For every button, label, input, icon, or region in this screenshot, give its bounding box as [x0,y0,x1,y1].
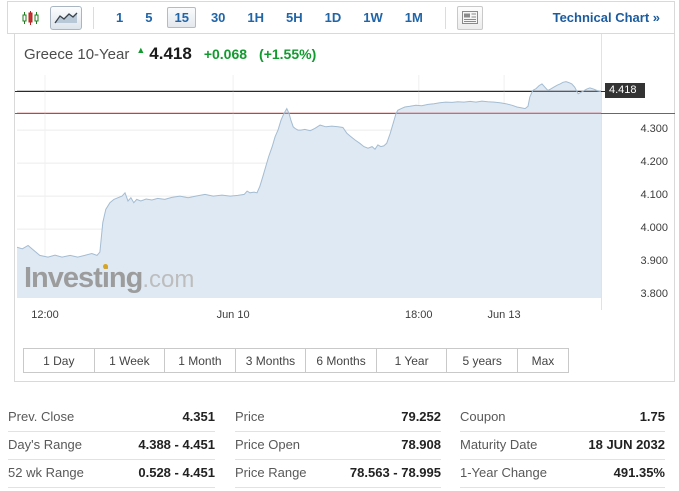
x-tick-label: 18:00 [405,309,433,321]
plot-right-border [601,34,602,310]
last-price: 4.418 [149,44,192,63]
candlestick-chart-icon[interactable] [22,10,40,26]
stat-row: Price Open 78.908 [235,432,441,460]
investing-watermark: Investing.com [24,262,194,295]
range-1-month[interactable]: 1 Month [165,349,236,372]
interval-1[interactable]: 1 [116,10,124,25]
toolbar-divider [444,6,446,29]
instrument-title: Greece 10-Year [24,46,130,63]
stat-row: Prev. Close 4.351 [8,404,215,432]
range-3-months[interactable]: 3 Months [235,349,307,372]
range-buttons: 1 Day 1 Week 1 Month 3 Months 6 Months 1 Year… [23,348,569,373]
interval-1H[interactable]: 1H [247,10,265,25]
y-tick-label: 4.200 [640,156,668,169]
interval-5[interactable]: 5 [145,10,153,25]
stat-value: 4.388 - 4.451 [138,437,215,452]
y-tick-label: 4.300 [640,123,668,136]
interval-1W[interactable]: 1W [363,10,383,25]
stat-value: 78.908 [401,437,441,452]
interval-1M[interactable]: 1M [404,10,423,25]
price-tag: 4.418 [605,83,645,99]
stat-row: Day's Range 4.388 - 4.451 [8,432,215,460]
interval-30[interactable]: 30 [210,10,226,25]
chart-header: Greece 10-Year ▲ 4.418 +0.068 (+1.55%) [24,44,316,64]
line-area-chart-icon[interactable] [50,5,82,30]
stat-row: Maturity Date 18 JUN 2032 [460,432,665,460]
stat-label: Price Open [235,437,301,452]
price-change-percent: (+1.55%) [259,46,317,62]
stat-label: Coupon [460,409,506,424]
stat-value: 4.351 [182,409,215,424]
stat-row: Price Range 78.563 - 78.995 [235,460,441,488]
stat-row: Price 79.252 [235,404,441,432]
y-tick-label: 3.800 [640,288,668,301]
interval-buttons: 1 5 15 30 1H 5H 1D 1W 1M [105,7,434,28]
stat-value: 18 JUN 2032 [588,437,665,452]
interval-15[interactable]: 15 [167,7,196,28]
stat-label: Price [235,409,265,424]
watermark-bold: Investing [24,262,143,294]
chart-plot[interactable] [17,75,601,298]
stats-column: Price 79.252 Price Open 78.908 Price Range 78… [235,404,441,488]
stat-label: Day's Range [8,437,83,452]
price-change: +0.068 [203,46,248,62]
interval-1D[interactable]: 1D [324,10,342,25]
up-arrow-icon: ▲ [136,45,146,55]
stat-row: 52 wk Range 0.528 - 4.451 [8,460,215,488]
watermark-light: .com [142,266,195,293]
stat-value: 1.75 [639,409,665,424]
stat-value: 78.563 - 78.995 [349,465,441,480]
range-1-year[interactable]: 1 Year [376,349,448,372]
chart-toolbar: 1 5 15 30 1H 5H 1D 1W 1M Technical Chart » [7,1,675,34]
range-max[interactable]: Max [517,349,569,372]
stat-label: Prev. Close [8,409,75,424]
x-tick-label: Jun 13 [487,309,521,321]
range-1-week[interactable]: 1 Week [94,349,166,372]
stat-value: 79.252 [401,409,441,424]
stat-label: Price Range [235,465,307,480]
x-tick-label: Jun 10 [216,309,250,321]
y-tick-label: 4.000 [640,222,668,235]
stats-column: Prev. Close 4.351 Day's Range 4.388 - 4.451… [8,404,215,488]
interval-5H[interactable]: 5H [286,10,303,25]
range-1-day[interactable]: 1 Day [24,349,95,372]
stat-value: 491.35% [613,465,665,480]
range-5-years[interactable]: 5 years [447,349,518,372]
stat-label: Maturity Date [460,437,538,452]
stat-row: 1-Year Change 491.35% [460,460,665,488]
y-tick-label: 3.900 [640,255,668,268]
news-panel-icon[interactable] [456,5,483,30]
stat-label: 1-Year Change [460,465,547,480]
stats-column: Coupon 1.75 Maturity Date 18 JUN 2032 1-Year… [460,404,665,488]
range-6-months[interactable]: 6 Months [306,349,377,372]
x-tick-label: 12:00 [31,309,59,321]
y-tick-label: 4.100 [640,189,668,202]
technical-chart-link[interactable]: Technical Chart » [552,10,660,25]
toolbar-divider [93,6,94,29]
stat-label: 52 wk Range [8,465,84,480]
stat-row: Coupon 1.75 [460,404,665,432]
stat-value: 0.528 - 4.451 [138,465,215,480]
